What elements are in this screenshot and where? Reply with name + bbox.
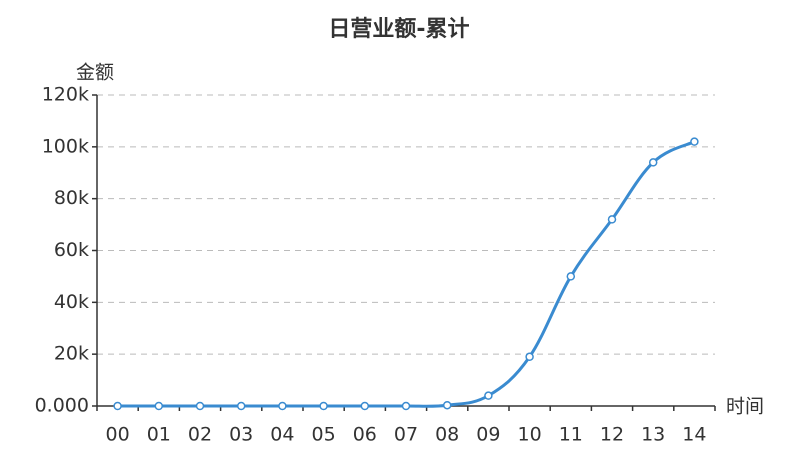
data-point — [236, 401, 246, 411]
x-tick-label: 04 — [270, 424, 294, 446]
data-point — [113, 401, 122, 411]
data-point — [525, 352, 534, 362]
y-tick-label: 120k — [42, 84, 89, 106]
x-tick-label: 13 — [641, 424, 665, 446]
x-tick-label: 05 — [312, 424, 336, 446]
y-tick-label: 40k — [54, 291, 89, 313]
x-tick-label: 07 — [394, 424, 418, 446]
chart-title: 日营业额-累计 — [328, 17, 469, 42]
data-point — [442, 400, 452, 410]
data-point — [690, 137, 699, 146]
x-tick-label: 08 — [435, 424, 459, 446]
y-tick-label: 0.000 — [35, 395, 89, 417]
x-tick-label: 11 — [559, 424, 583, 446]
x-tick-label: 02 — [188, 424, 212, 446]
x-tick-label: 10 — [518, 424, 542, 446]
y-tick-label: 100k — [42, 135, 89, 157]
y-axis-label: 金额 — [76, 62, 114, 84]
x-tick-label: 00 — [106, 424, 130, 446]
x-tick-label: 14 — [682, 424, 706, 446]
y-tick-label: 20k — [54, 343, 89, 365]
data-point — [607, 215, 617, 224]
x-tick-label: 12 — [600, 424, 624, 446]
data-point — [319, 401, 328, 411]
x-tick-label: 06 — [353, 424, 377, 446]
data-point — [484, 391, 493, 400]
data-point — [648, 158, 658, 167]
data-point — [401, 401, 411, 411]
x-tick-label: 09 — [476, 424, 500, 446]
y-tick-label: 80k — [54, 187, 89, 209]
x-tick-label: 03 — [229, 424, 253, 446]
x-axis-label: 时间 — [726, 396, 764, 418]
x-tick-label: 01 — [147, 424, 171, 446]
data-point — [360, 401, 370, 411]
data-point — [278, 401, 287, 411]
data-point — [195, 401, 205, 411]
data-point — [154, 401, 164, 411]
series-line — [117, 140, 696, 408]
y-tick-label: 60k — [54, 239, 89, 261]
data-point — [566, 272, 576, 281]
